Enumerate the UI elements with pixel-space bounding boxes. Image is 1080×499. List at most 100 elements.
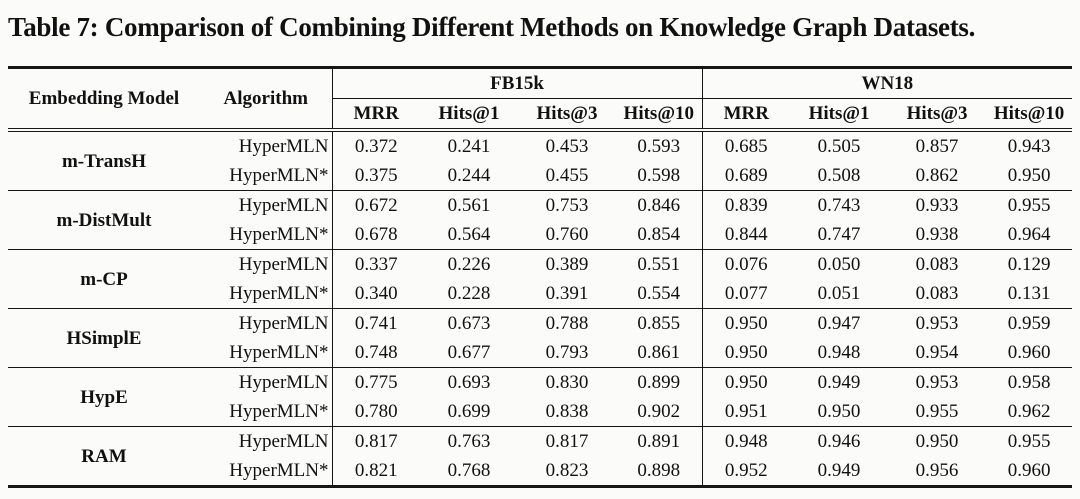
- fb15k-metric-value: 0.846: [637, 195, 681, 216]
- wn18-metric-value: 0.950: [701, 338, 791, 368]
- fb15k-metric-value: 0.337: [331, 249, 420, 279]
- table-caption: Table 7: Comparison of Combining Differe…: [8, 12, 976, 42]
- fb15k-metric-value: 0.391: [545, 283, 589, 304]
- wn18-metric-value: 0.960: [1007, 342, 1051, 363]
- model-group: HypE HyperMLN 0.775 0.693 0.830 0.899 0.950 0.9…: [8, 367, 1073, 427]
- algorithm-name: HyperMLN*: [229, 342, 329, 363]
- table-row: HyperMLN* 0.748 0.677 0.793 0.861 0.950 0.948 0…: [8, 338, 1072, 368]
- wn18-metric-value: 0.131: [1007, 283, 1051, 304]
- fb15k-metric-value: 0.899: [637, 372, 681, 393]
- wn18-metric-value: 0.952: [701, 456, 791, 487]
- algorithm-name: HyperMLN*: [229, 224, 329, 245]
- fb15k-metric-value: 0.372: [331, 130, 420, 161]
- fb15k-metric-value: 0.753: [545, 195, 589, 216]
- dataset-header-wn18: WN18: [701, 67, 1073, 99]
- fb15k-metric-value: 0.672: [331, 190, 420, 220]
- fb15k-metric-value: 0.564: [447, 224, 491, 245]
- dataset-header-fb15k: FB15k: [331, 67, 703, 99]
- fb15k-metric-value: 0.340: [331, 279, 420, 309]
- fb15k-metric-value: 0.902: [637, 401, 681, 422]
- algorithm-header: Algorithm: [200, 67, 332, 132]
- algorithm-name: HyperMLN: [238, 136, 329, 157]
- metric-header-wn18-hits1: Hits@1: [790, 98, 889, 132]
- wn18-metric-value: 0.956: [915, 460, 959, 481]
- fb15k-metric-value: 0.768: [447, 460, 491, 481]
- wn18-metric-value: 0.076: [701, 249, 791, 279]
- fb15k-metric-value: 0.677: [447, 342, 491, 363]
- model-group: HSimplE HyperMLN 0.741 0.673 0.788 0.855 0.950…: [8, 308, 1073, 368]
- fb15k-metric-value: 0.763: [447, 431, 491, 452]
- fb15k-metric-value: 0.748: [331, 338, 420, 368]
- fb15k-metric-value: 0.854: [637, 224, 681, 245]
- wn18-metric-value: 0.946: [817, 431, 861, 452]
- wn18-metric-value: 0.954: [915, 342, 959, 363]
- metric-header-wn18-mrr: MRR: [701, 98, 791, 132]
- table-row: HyperMLN* 0.678 0.564 0.760 0.854 0.844 0.747 0…: [8, 220, 1072, 250]
- wn18-metric-value: 0.862: [915, 165, 959, 186]
- fb15k-metric-value: 0.244: [447, 165, 491, 186]
- wn18-metric-value: 0.747: [817, 224, 861, 245]
- fb15k-metric-value: 0.226: [447, 254, 491, 275]
- fb15k-metric-value: 0.861: [637, 342, 681, 363]
- algorithm-name: HyperMLN*: [229, 401, 329, 422]
- table-row: HypE HyperMLN 0.775 0.693 0.830 0.899 0.950 0.9…: [8, 367, 1072, 408]
- wn18-metric-value: 0.955: [1007, 431, 1051, 452]
- wn18-metric-value: 0.943: [1007, 136, 1051, 157]
- fb15k-metric-value: 0.830: [545, 372, 589, 393]
- metric-header-fb15k-hits3: Hits@3: [518, 98, 616, 132]
- table-row: HSimplE HyperMLN 0.741 0.673 0.788 0.855 0.950…: [8, 308, 1072, 349]
- table-row: HyperMLN* 0.375 0.244 0.455 0.598 0.689 0.508 0…: [8, 161, 1072, 191]
- wn18-metric-value: 0.955: [1007, 195, 1051, 216]
- algorithm-name: HyperMLN: [238, 431, 329, 452]
- fb15k-metric-value: 0.821: [331, 456, 420, 487]
- fb15k-metric-value: 0.760: [545, 224, 589, 245]
- wn18-metric-value: 0.077: [701, 279, 791, 309]
- wn18-metric-value: 0.958: [1007, 372, 1051, 393]
- fb15k-metric-value: 0.788: [545, 313, 589, 334]
- algorithm-name: HyperMLN: [238, 195, 329, 216]
- wn18-metric-value: 0.083: [915, 254, 959, 275]
- fb15k-metric-value: 0.554: [637, 283, 681, 304]
- wn18-metric-value: 0.743: [817, 195, 861, 216]
- table-row: HyperMLN* 0.780 0.699 0.838 0.902 0.951 0.950 0…: [8, 397, 1072, 427]
- fb15k-metric-value: 0.775: [331, 367, 420, 397]
- results-table: Embedding Model Algorithm FB15k WN18 MRR…: [8, 66, 1073, 488]
- fb15k-metric-value: 0.855: [637, 313, 681, 334]
- wn18-metric-value: 0.689: [701, 161, 791, 191]
- wn18-metric-value: 0.953: [915, 372, 959, 393]
- fb15k-metric-value: 0.817: [331, 426, 420, 456]
- algorithm-name: HyperMLN*: [229, 460, 329, 481]
- table-row: m-CP HyperMLN 0.337 0.226 0.389 0.551 0.076 0.0…: [8, 249, 1072, 290]
- fb15k-metric-value: 0.780: [331, 397, 420, 427]
- table-row: HyperMLN* 0.340 0.228 0.391 0.554 0.077 0.051 0…: [8, 279, 1072, 309]
- wn18-metric-value: 0.051: [817, 283, 861, 304]
- wn18-metric-value: 0.083: [915, 283, 959, 304]
- model-group: m-TransH HyperMLN 0.372 0.241 0.453 0.593 0.68…: [8, 130, 1073, 191]
- model-group: m-DistMult HyperMLN 0.672 0.561 0.753 0.846 0.…: [8, 190, 1073, 250]
- table-row: m-DistMult HyperMLN 0.672 0.561 0.753 0.846 0.…: [8, 190, 1072, 231]
- wn18-metric-value: 0.938: [915, 224, 959, 245]
- header-row-datasets: Embedding Model Algorithm FB15k WN18: [8, 67, 1073, 132]
- fb15k-metric-value: 0.228: [447, 283, 491, 304]
- fb15k-metric-value: 0.673: [447, 313, 491, 334]
- wn18-metric-value: 0.964: [1007, 224, 1051, 245]
- embedding-model-name: m-CP: [80, 268, 128, 290]
- fb15k-metric-value: 0.453: [545, 136, 589, 157]
- metric-header-fb15k-hits1: Hits@1: [420, 98, 518, 132]
- metric-header-fb15k-mrr: MRR: [331, 98, 420, 132]
- wn18-metric-value: 0.947: [817, 313, 861, 334]
- fb15k-metric-value: 0.389: [545, 254, 589, 275]
- fb15k-metric-value: 0.375: [331, 161, 420, 191]
- model-group: m-CP HyperMLN 0.337 0.226 0.389 0.551 0.076 0.0…: [8, 249, 1073, 309]
- wn18-metric-value: 0.949: [817, 372, 861, 393]
- wn18-metric-value: 0.962: [1007, 401, 1051, 422]
- fb15k-metric-value: 0.693: [447, 372, 491, 393]
- header-row-metrics: MRR Hits@1 Hits@3 Hits@10 MRR Hits@1 Hit…: [8, 98, 1073, 132]
- embedding-model-name: HypE: [80, 386, 128, 408]
- metric-header-wn18-hits10: Hits@10: [986, 98, 1073, 132]
- fb15k-metric-value: 0.699: [447, 401, 491, 422]
- wn18-metric-value: 0.950: [915, 431, 959, 452]
- fb15k-metric-value: 0.741: [331, 308, 420, 338]
- wn18-metric-value: 0.857: [915, 136, 959, 157]
- wn18-metric-value: 0.948: [817, 342, 861, 363]
